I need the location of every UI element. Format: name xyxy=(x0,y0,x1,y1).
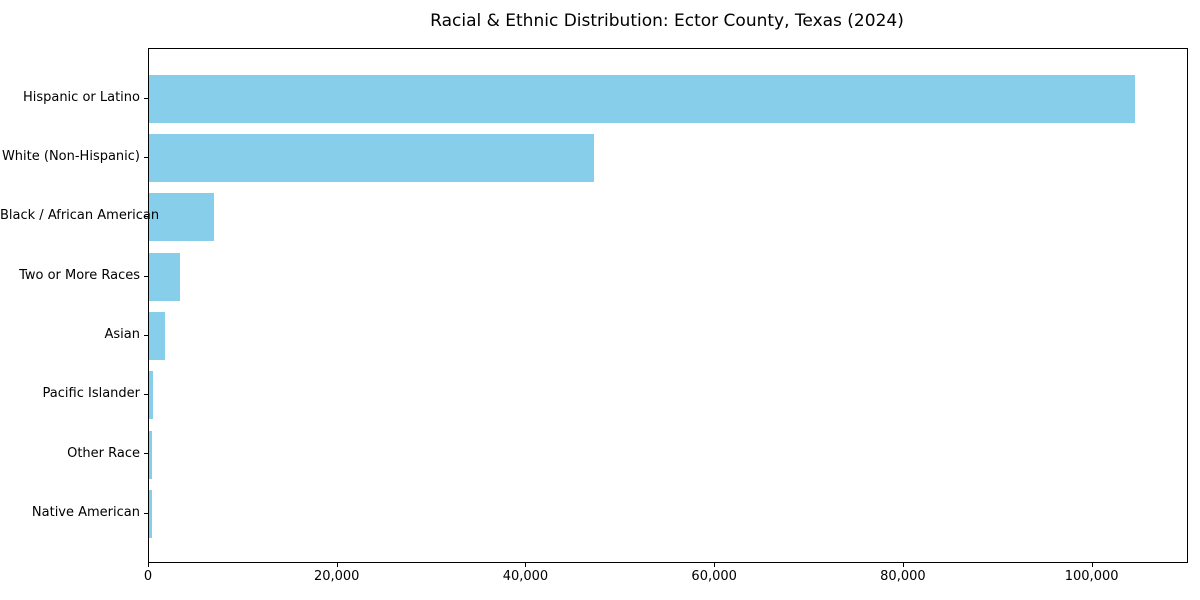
bar-black-african-american xyxy=(149,193,215,242)
x-tick-label: 20,000 xyxy=(313,569,360,584)
y-tick-label: White (Non-Hispanic) xyxy=(1,149,140,164)
bar-other-race xyxy=(149,430,152,479)
y-tick-label: Hispanic or Latino xyxy=(22,89,140,105)
x-tick-label: 40,000 xyxy=(502,569,549,584)
x-tick-mark xyxy=(903,563,904,567)
bar-native-american xyxy=(149,489,152,538)
y-tick-label: Pacific Islander xyxy=(42,386,140,402)
x-tick-mark xyxy=(714,563,715,567)
bar-two-or-more-races xyxy=(149,252,181,301)
x-tick-mark xyxy=(1092,563,1093,567)
y-tick-mark xyxy=(144,276,148,277)
y-tick-label: Two or More Races xyxy=(19,267,140,283)
y-tick-mark xyxy=(144,157,148,158)
plot-area xyxy=(148,48,1188,563)
y-tick-mark xyxy=(144,98,148,99)
x-tick-label: 0 xyxy=(143,569,153,584)
bar-hispanic-or-latino xyxy=(149,74,1136,123)
x-tick-label: 80,000 xyxy=(880,569,926,584)
x-tick-mark xyxy=(148,563,149,567)
y-tick-mark xyxy=(144,453,148,454)
x-tick-mark xyxy=(337,563,338,567)
x-tick-label: 100,000 xyxy=(1064,569,1119,584)
y-tick-mark xyxy=(144,335,148,336)
bar-asian xyxy=(149,311,165,360)
y-tick-mark xyxy=(144,513,148,514)
bar-white-non-hispanic xyxy=(149,134,595,182)
x-tick-mark xyxy=(525,563,526,567)
y-tick-label: Asian xyxy=(104,326,140,342)
x-tick-label: 60,000 xyxy=(691,569,737,584)
y-tick-label: Black / African American xyxy=(0,208,160,224)
y-tick-mark xyxy=(144,394,148,395)
bar-pacific-islander xyxy=(149,371,154,420)
chart-title: Racial & Ethnic Distribution: Ector Coun… xyxy=(430,11,904,31)
y-tick-label: Native American xyxy=(31,504,140,520)
y-tick-mark xyxy=(144,216,148,217)
y-tick-label: Other Race xyxy=(67,445,140,461)
